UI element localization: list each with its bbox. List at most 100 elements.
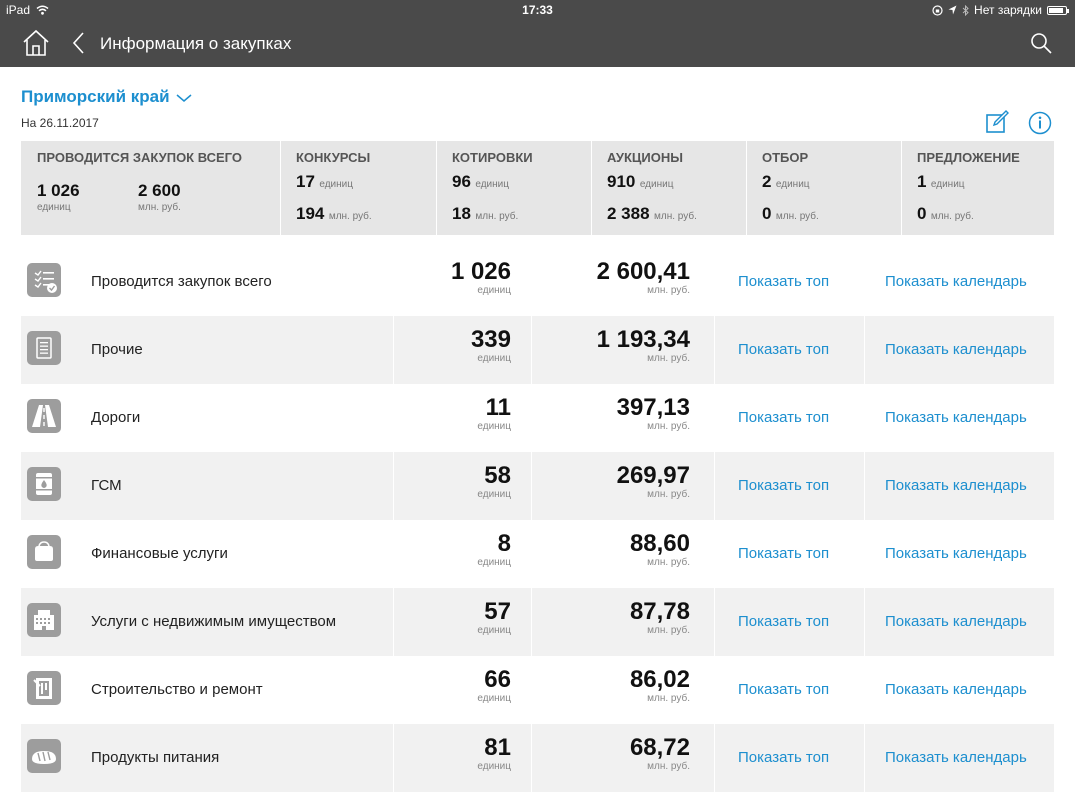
row-count-unit: единиц (477, 761, 511, 772)
building-icon (27, 603, 61, 637)
show-calendar-link[interactable]: Показать календарь (885, 545, 1027, 562)
info-icon[interactable] (1028, 111, 1052, 135)
row-count: 339 единиц (470, 326, 511, 365)
back-chevron-icon[interactable] (70, 30, 88, 56)
summary-proposal-sum-value: 0 (917, 204, 927, 223)
row-sum-value: 88,60 (629, 530, 690, 557)
summary-contests-count: 17 единиц (296, 172, 353, 192)
summary-proposal-count: 1 единиц (917, 172, 965, 192)
row-count: 57 единиц (477, 599, 511, 637)
table-row: Услуги с недвижимым имуществом 57 единиц 87… (21, 588, 1054, 656)
row-count-unit: единиц (477, 557, 511, 568)
summary-total-count-value: 1 026 (37, 181, 80, 200)
show-top-link[interactable]: Показать топ (738, 545, 830, 562)
summary-proposal-sum-unit: млн. руб. (930, 211, 974, 222)
row-count-value: 58 (484, 462, 511, 489)
row-count: 81 единиц (477, 734, 511, 773)
status-device: iPad (6, 3, 49, 17)
fuel-barrel-icon (27, 467, 61, 501)
summary-quotations-count: 96 единиц (452, 172, 509, 192)
summary-selection-count-unit: единиц (775, 179, 810, 190)
row-sum-value: 269,97 (616, 462, 690, 489)
show-top-link[interactable]: Показать топ (738, 681, 830, 698)
table-row: Продукты питания 81 единиц 68,72 млн. руб. По… (21, 724, 1054, 792)
row-sum: 68,72 млн. руб. (629, 734, 690, 773)
summary-quotations-header: КОТИРОВКИ (452, 150, 533, 165)
row-label: Дороги (91, 409, 141, 426)
row-count-value: 66 (484, 666, 511, 693)
show-calendar-link[interactable]: Показать календарь (885, 477, 1027, 494)
row-count-unit: единиц (477, 625, 511, 636)
row-sum-value: 397,13 (616, 394, 690, 421)
row-count-unit: единиц (477, 421, 511, 432)
row-sum-unit: млн. руб. (647, 285, 690, 296)
row-count: 8 единиц (477, 531, 511, 569)
row-sum: 2 600,41 млн. руб. (597, 259, 690, 297)
show-calendar-link[interactable]: Показать календарь (885, 341, 1027, 358)
table-row: Прочие 339 единиц 1 193,34 млн. руб. Показать… (21, 316, 1054, 384)
summary-selection-count: 2 единиц (762, 172, 810, 192)
summary-auctions-sum-unit: млн. руб. (654, 211, 697, 222)
summary-auctions-count-unit: единиц (639, 179, 674, 190)
show-calendar-link[interactable]: Показать календарь (885, 749, 1027, 766)
wifi-icon (36, 5, 49, 15)
summary-quotations-sum-unit: млн. руб. (475, 211, 519, 222)
row-count-value: 339 (470, 326, 511, 353)
row-count-value: 81 (484, 734, 511, 761)
summary-total-header: ПРОВОДИТСЯ ЗАКУПОК ВСЕГО (37, 150, 242, 165)
row-separator (714, 452, 715, 520)
row-sum-value: 68,72 (629, 734, 690, 761)
show-calendar-link[interactable]: Показать календарь (885, 613, 1027, 630)
table-row: Дороги 11 единиц 397,13 млн. руб. Показать то… (21, 384, 1054, 452)
row-sum-unit: млн. руб. (647, 625, 690, 636)
show-top-link[interactable]: Показать топ (738, 341, 830, 358)
row-sum-unit: млн. руб. (647, 557, 690, 568)
row-count-unit: единиц (477, 353, 511, 364)
navigation-bar: Информация о закупках (0, 20, 1075, 67)
edit-icon[interactable] (985, 110, 1009, 134)
summary-total-sum-unit: млн. руб. (138, 202, 181, 213)
row-separator (531, 724, 532, 792)
row-separator (714, 588, 715, 656)
summary-auctions-count-value: 910 (607, 172, 636, 191)
summary-contests-sum-value: 194 (296, 204, 325, 223)
row-separator (393, 724, 394, 792)
show-calendar-link[interactable]: Показать календарь (885, 409, 1027, 426)
row-label: ГСМ (91, 477, 122, 494)
row-separator (531, 452, 532, 520)
row-sum: 86,02 млн. руб. (630, 667, 690, 705)
show-top-link[interactable]: Показать топ (738, 477, 830, 494)
show-top-link[interactable]: Показать топ (738, 409, 830, 426)
row-count-unit: единиц (477, 693, 511, 704)
row-sum: 88,60 млн. руб. (629, 530, 690, 569)
construction-icon (27, 671, 61, 705)
device-name: iPad (6, 3, 31, 17)
summary-contests-sum-unit: млн. руб. (328, 211, 372, 222)
show-top-link[interactable]: Показать топ (738, 273, 830, 290)
document-icon (27, 331, 61, 365)
show-calendar-link[interactable]: Показать календарь (885, 681, 1027, 698)
summary-auctions-sum: 2 388 млн. руб. (607, 204, 697, 224)
row-sum: 87,78 млн. руб. (630, 599, 690, 637)
row-count: 58 единиц (477, 462, 511, 501)
show-top-link[interactable]: Показать топ (738, 749, 830, 766)
summary-quotations: КОТИРОВКИ 96 единиц 18 млн. руб. (436, 141, 591, 235)
region-selector[interactable]: Приморский край (21, 87, 192, 107)
row-count: 1 026 единиц (450, 258, 511, 297)
search-icon[interactable] (1029, 31, 1053, 55)
show-top-link[interactable]: Показать топ (738, 613, 830, 630)
row-separator (531, 316, 532, 384)
table-row: Проводится закупок всего 1 026 единиц 2 600… (21, 248, 1054, 316)
checklist-icon (27, 263, 61, 297)
chevron-down-icon (176, 94, 192, 102)
row-label: Услуги с недвижимым имуществом (91, 613, 337, 630)
row-sum-unit: млн. руб. (647, 353, 690, 364)
row-count-value: 1 026 (450, 258, 511, 285)
charging-status: Нет зарядки (974, 3, 1042, 17)
battery-fill (1049, 7, 1063, 13)
row-separator (393, 588, 394, 656)
table-row: Финансовые услуги 8 единиц 88,60 млн. руб. По… (21, 520, 1054, 588)
home-icon[interactable] (22, 29, 50, 57)
row-count: 66 единиц (477, 666, 511, 705)
show-calendar-link[interactable]: Показать календарь (885, 273, 1027, 290)
